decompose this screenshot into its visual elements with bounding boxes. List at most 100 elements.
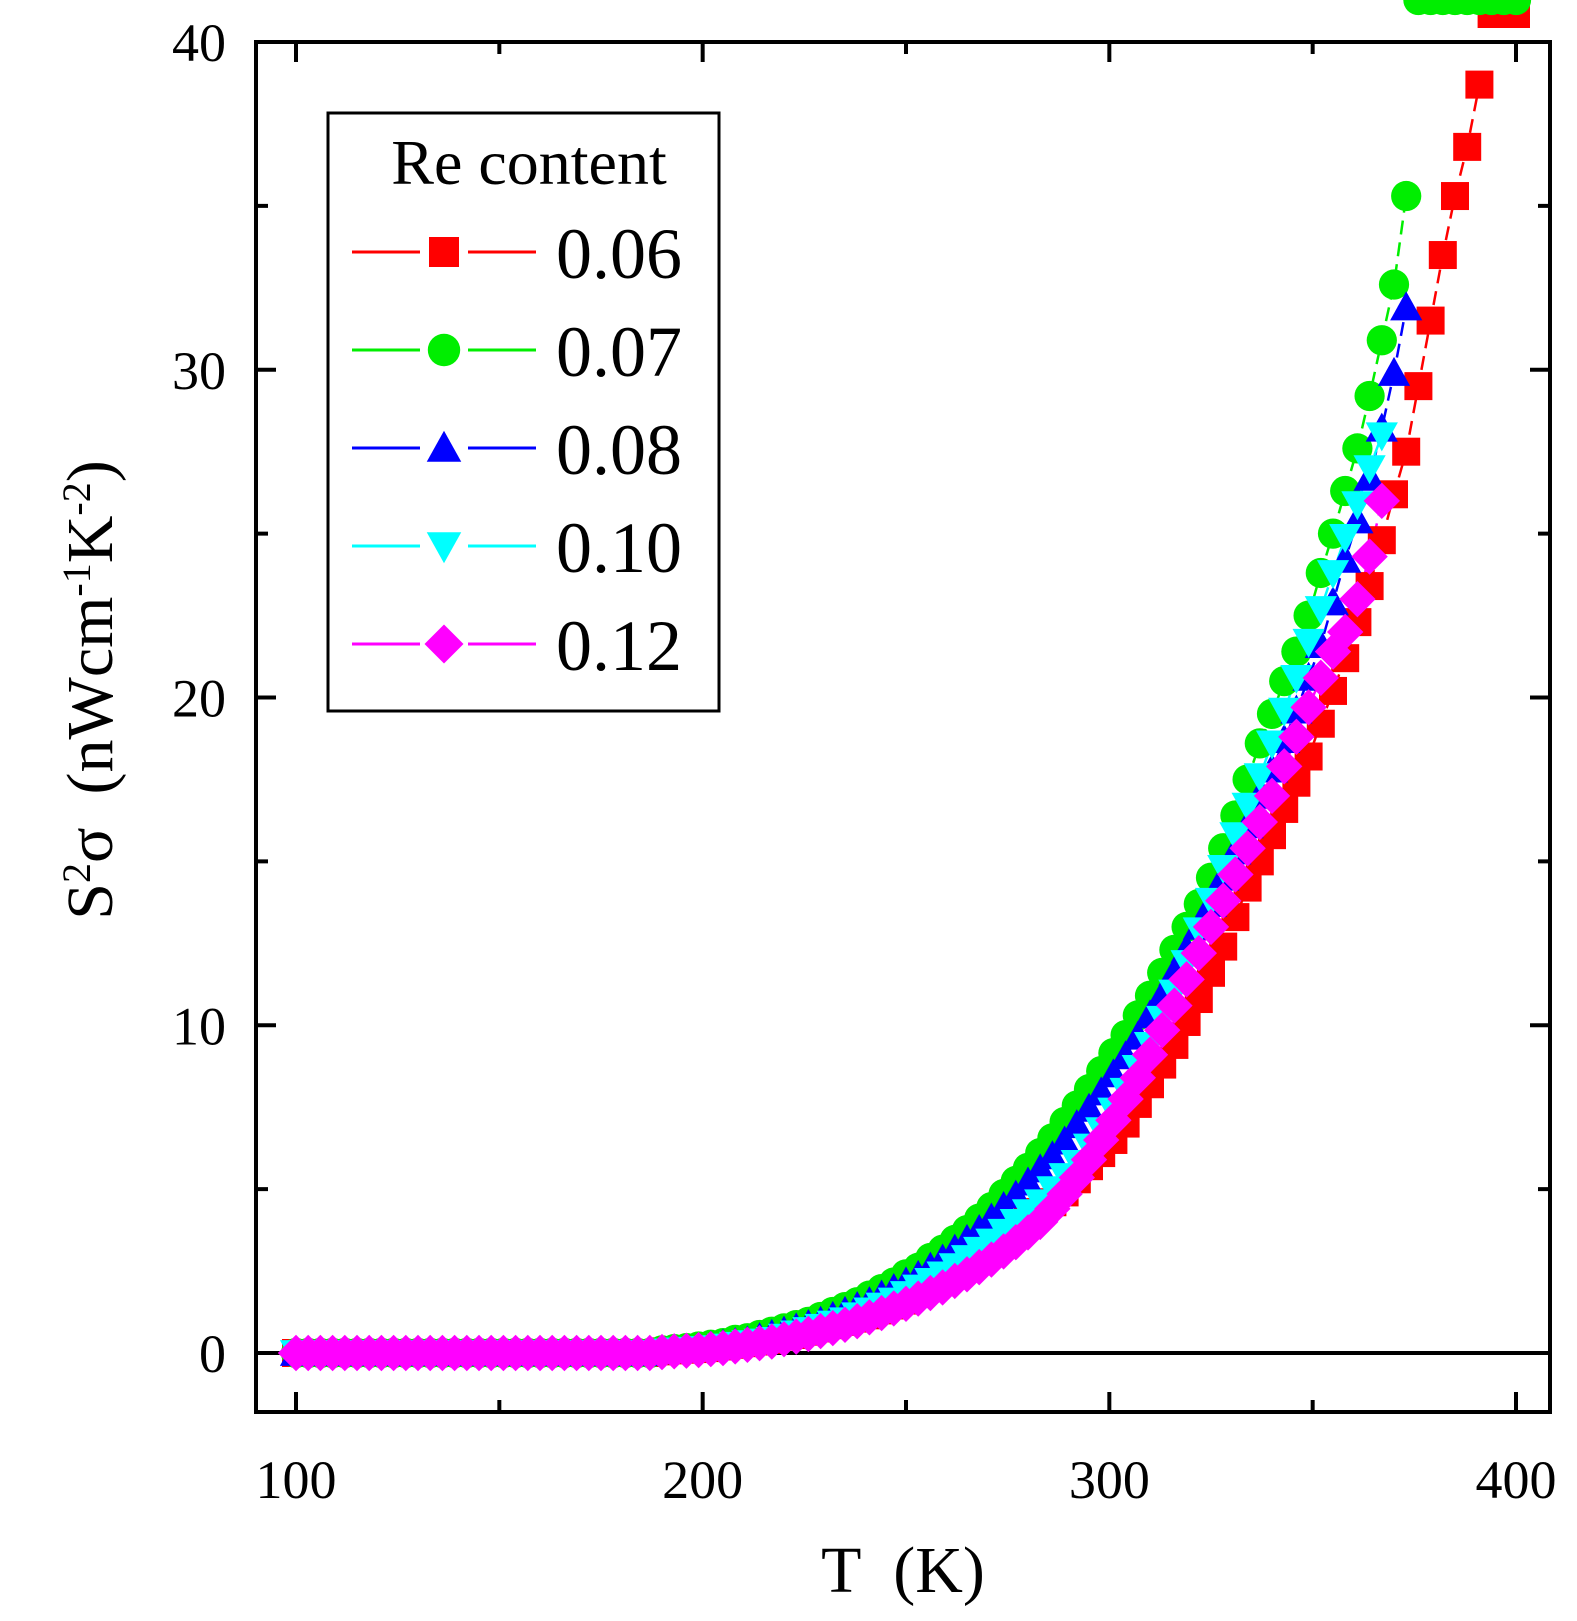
data-point-0.12 (997, 1224, 1034, 1261)
series-markers (277, 0, 1532, 1372)
data-point-0.12 (1046, 1175, 1083, 1213)
data-point-0.12 (924, 1269, 961, 1306)
data-point-0.10 (1353, 455, 1386, 485)
y-tick-label: 30 (172, 341, 226, 401)
data-point-0.12 (1327, 613, 1364, 651)
y-axis-title-sigma: σ (54, 827, 127, 863)
axis-ticks (256, 40, 1550, 1412)
data-point-0.12 (1351, 538, 1388, 575)
data-point-0.06 (1441, 182, 1469, 211)
data-point-0.12 (1217, 856, 1254, 893)
data-point-0.12 (1363, 482, 1400, 520)
legend-label: 0.08 (556, 410, 682, 490)
data-point-0.06 (1465, 70, 1494, 99)
data-point-0.06 (1428, 241, 1457, 270)
legend-marker-0.10 (426, 532, 462, 564)
x-tick-label: 200 (662, 1450, 743, 1510)
data-point-0.12 (1241, 803, 1278, 841)
data-point-0.12 (1192, 908, 1230, 946)
y-axis-title: S2σ (nWcm-1K-2) (54, 460, 128, 920)
tick-labels: 100 200 300 400 0 10 20 30 40 (172, 13, 1557, 1510)
y-axis-title-unit-mid: K (54, 516, 127, 564)
data-point-0.12 (1278, 718, 1315, 756)
legend-marker-0.07 (427, 333, 461, 367)
legend-title: Re content (391, 127, 667, 198)
data-point-0.10 (1280, 664, 1313, 694)
data-point-0.12 (1290, 689, 1327, 726)
legend-label: 0.07 (556, 312, 682, 392)
data-point-0.08 (1072, 1092, 1106, 1122)
data-point-0.06 (1453, 132, 1482, 161)
x-tick-label: 300 (1069, 1450, 1150, 1510)
y-axis-title-unit-sup2: -2 (54, 482, 99, 515)
legend-box (326, 111, 721, 713)
data-point-0.08 (1036, 1140, 1069, 1170)
y-tick-label: 40 (172, 13, 226, 73)
data-point-0.08 (1060, 1109, 1093, 1139)
data-point-0.07 (1354, 380, 1385, 412)
y-axis-title-base-sup: 2 (54, 863, 99, 883)
data-point-0.10 (1316, 560, 1350, 590)
x-axis-title: T (K) (821, 1534, 985, 1607)
data-point-0.08 (1048, 1125, 1081, 1155)
legend-marker-0.06 (429, 237, 459, 267)
data-point-0.08 (1377, 356, 1411, 386)
data-point-0.08 (1390, 291, 1423, 321)
legend: Re content 0.06 0.07 0.08 0.10 0.12 (326, 111, 721, 713)
data-point-0.10 (1341, 491, 1374, 521)
y-axis-title-unit-open: (nWcm (54, 597, 127, 828)
legend-marker-0.08 (426, 430, 462, 462)
data-point-0.10 (1365, 422, 1398, 452)
data-point-0.12 (1229, 830, 1266, 867)
x-tick-label: 400 (1476, 1450, 1557, 1510)
data-point-0.12 (1266, 748, 1303, 785)
legend-marker-0.12 (424, 624, 464, 664)
legend-entries: 0.06 0.07 0.08 0.10 0.12 (352, 214, 682, 686)
y-axis-title-unit-sup1: -1 (54, 563, 99, 596)
y-axis-title-base: S (54, 883, 127, 920)
legend-label: 0.12 (556, 606, 682, 686)
data-point-0.12 (1339, 580, 1376, 618)
data-point-0.10 (1292, 628, 1325, 658)
data-point-0.10 (1329, 524, 1362, 554)
legend-label: 0.06 (556, 214, 682, 294)
data-point-0.12 (1253, 777, 1291, 815)
data-point-0.12 (1034, 1190, 1071, 1227)
data-point-0.10 (1219, 822, 1252, 852)
data-point-0.07 (1500, 0, 1532, 16)
data-point-0.06 (1404, 372, 1433, 401)
series-markers-0.12 (277, 482, 1400, 1372)
data-point-0.10 (1268, 697, 1301, 727)
data-point-0.07 (1391, 180, 1422, 212)
data-point-0.10 (1243, 763, 1276, 793)
y-tick-label: 0 (199, 1324, 226, 1384)
data-point-0.12 (1083, 1121, 1120, 1159)
data-point-0.12 (936, 1262, 973, 1300)
data-point-0.12 (973, 1241, 1010, 1278)
legend-label: 0.10 (556, 508, 682, 588)
data-point-0.12 (1205, 882, 1242, 919)
data-point-0.12 (985, 1233, 1022, 1270)
data-point-0.12 (961, 1248, 998, 1286)
y-axis-title-unit-close: ) (54, 460, 127, 482)
data-point-0.12 (1144, 1011, 1181, 1049)
data-point-0.07 (1366, 325, 1397, 356)
y-tick-label: 10 (172, 996, 226, 1056)
data-point-0.12 (1156, 987, 1193, 1024)
data-point-0.12 (1168, 961, 1205, 998)
data-point-0.06 (1392, 437, 1421, 466)
y-tick-label: 20 (172, 669, 226, 729)
data-point-0.10 (1304, 596, 1337, 626)
data-point-0.12 (1022, 1203, 1059, 1241)
data-point-0.06 (1416, 306, 1445, 335)
x-tick-label: 100 (256, 1450, 337, 1510)
data-point-0.10 (1231, 792, 1264, 822)
plot-frame (254, 40, 1552, 1414)
data-point-0.12 (1058, 1159, 1095, 1196)
data-point-0.12 (1302, 659, 1339, 697)
data-point-0.12 (1107, 1080, 1144, 1118)
data-point-0.07 (1378, 269, 1410, 300)
data-point-0.12 (1180, 934, 1217, 972)
data-point-0.12 (1131, 1036, 1169, 1073)
